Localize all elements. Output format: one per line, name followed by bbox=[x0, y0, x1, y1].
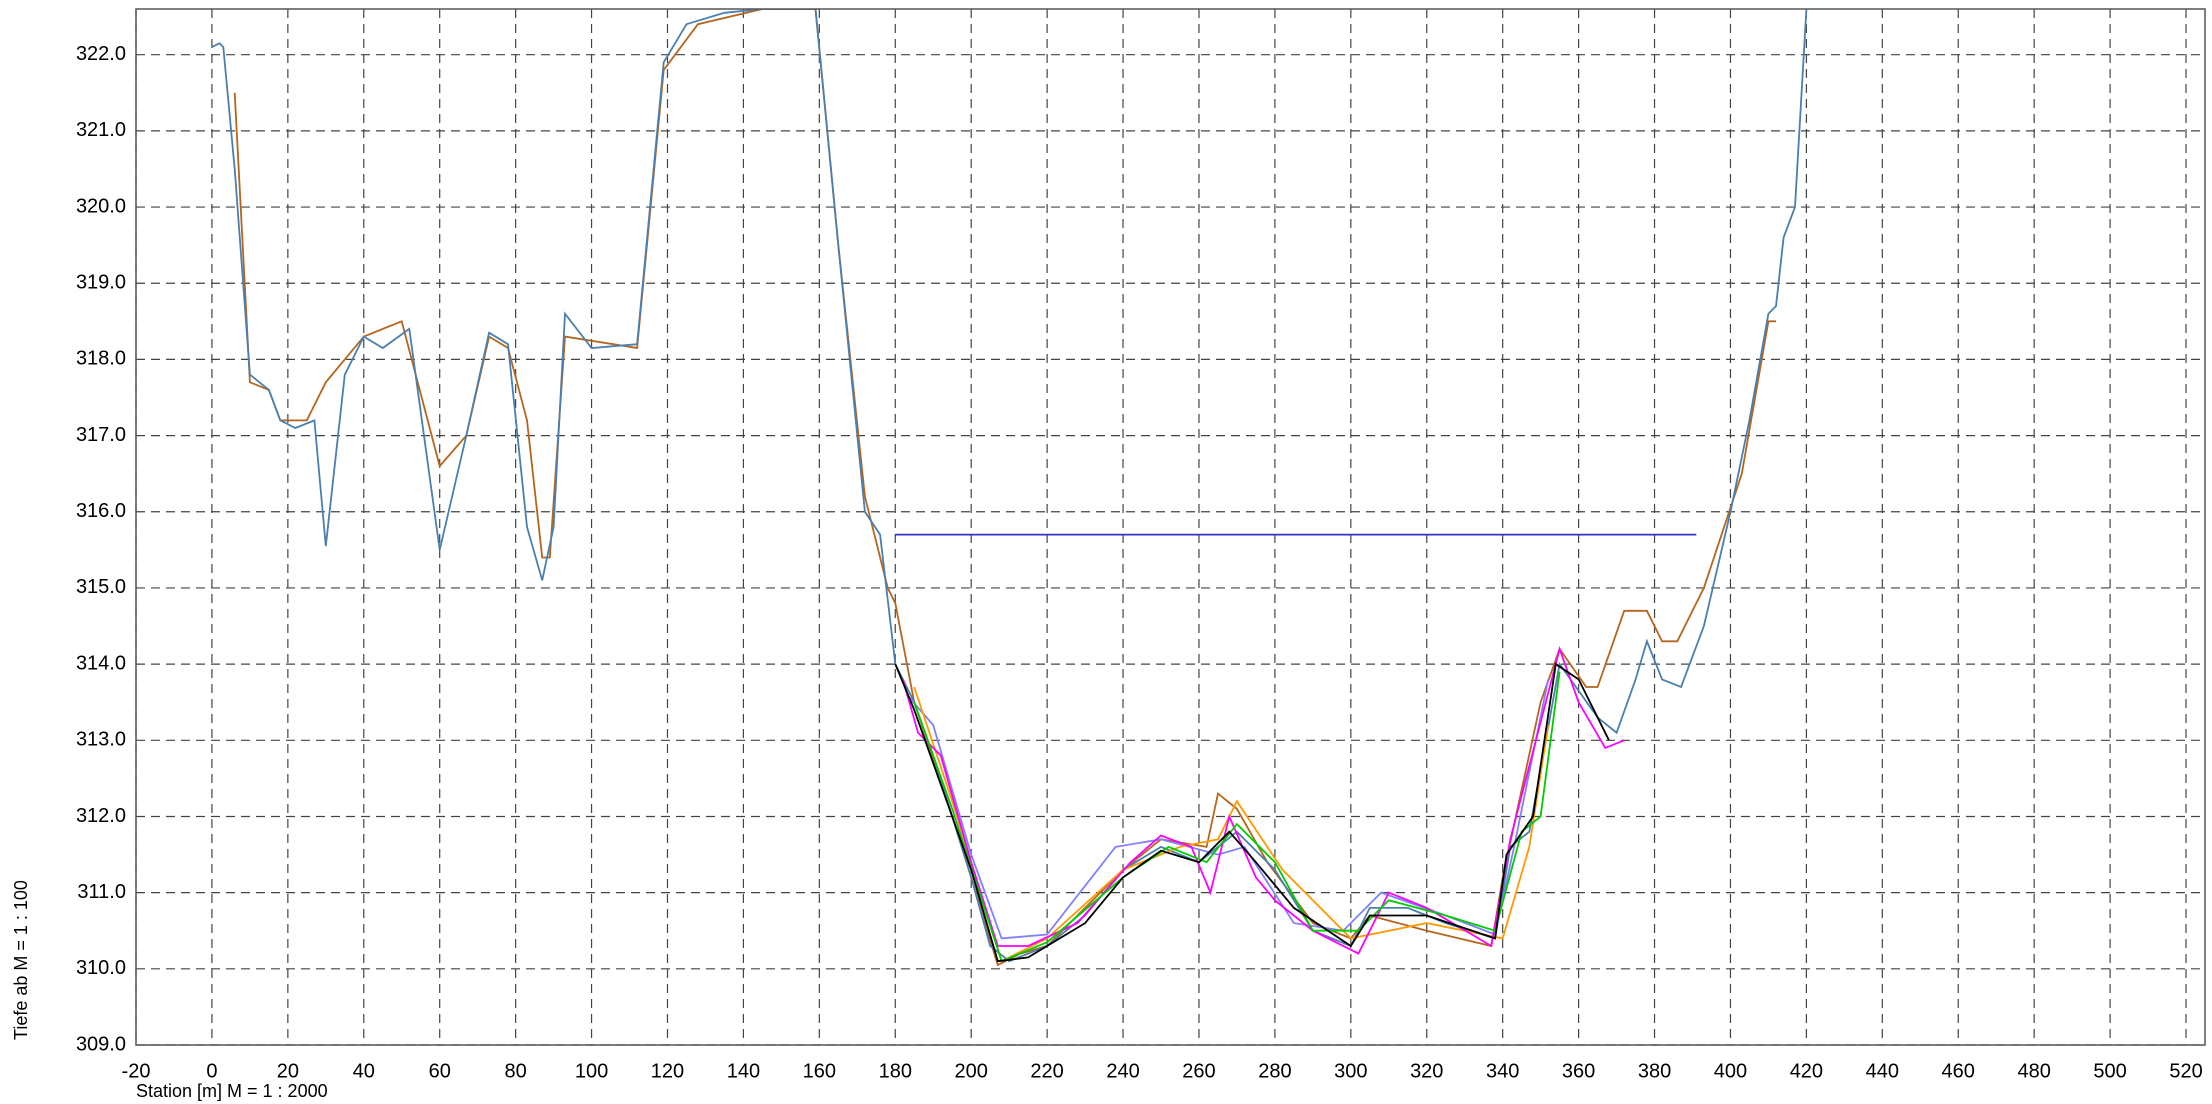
x-tick-label: 160 bbox=[803, 1060, 836, 1082]
x-tick-label: 100 bbox=[575, 1060, 608, 1082]
profile-line bbox=[233, 9, 1776, 967]
x-tick-label: 520 bbox=[2169, 1060, 2202, 1082]
x-tick-label: 180 bbox=[879, 1060, 912, 1082]
x-tick-label: 360 bbox=[1562, 1060, 1595, 1082]
x-tick-label: 300 bbox=[1334, 1060, 1367, 1082]
x-tick-label: 220 bbox=[1030, 1060, 1063, 1082]
x-tick-label: 320 bbox=[1410, 1060, 1443, 1082]
plot-frame bbox=[135, 8, 2206, 1046]
x-tick-label: 420 bbox=[1790, 1060, 1823, 1082]
y-tick-label: 312.0 bbox=[76, 805, 126, 827]
y-tick-label: 315.0 bbox=[76, 576, 126, 598]
y-tick-label: 310.0 bbox=[76, 957, 126, 979]
x-tick-label: 140 bbox=[727, 1060, 760, 1082]
x-tick-label: 280 bbox=[1258, 1060, 1291, 1082]
x-tick-label: 400 bbox=[1714, 1060, 1747, 1082]
profile-line bbox=[894, 662, 1610, 963]
y-tick-label: 320.0 bbox=[76, 195, 126, 217]
x-tick-label: 340 bbox=[1486, 1060, 1519, 1082]
y-tick-label: 309.0 bbox=[76, 1033, 126, 1055]
y-tick-label: 311.0 bbox=[77, 881, 126, 903]
x-tick-label: 260 bbox=[1182, 1060, 1215, 1082]
y-tick-label: 322.0 bbox=[76, 43, 126, 65]
y-axis-label: Tiefe ab M = 1 : 100 bbox=[11, 880, 31, 1040]
x-tick-label: 480 bbox=[2017, 1060, 2050, 1082]
x-tick-label: 200 bbox=[955, 1060, 988, 1082]
profile-line bbox=[902, 645, 1625, 955]
y-tick-label: 321.0 bbox=[76, 119, 126, 141]
x-tick-label: 240 bbox=[1106, 1060, 1139, 1082]
y-tick-label: 316.0 bbox=[76, 500, 126, 522]
x-tick-label: 20 bbox=[277, 1060, 299, 1082]
x-tick-label: 500 bbox=[2093, 1060, 2126, 1082]
x-tick-label: 440 bbox=[1866, 1060, 1899, 1082]
profile-line bbox=[211, 9, 1808, 963]
profile-line bbox=[913, 671, 1561, 963]
x-tick-label: 460 bbox=[1942, 1060, 1975, 1082]
y-tick-label: 319.0 bbox=[76, 272, 126, 294]
y-tick-label: 313.0 bbox=[76, 729, 126, 751]
x-axis-label: Station [m] M = 1 : 2000 bbox=[136, 1081, 328, 1101]
y-tick-label: 318.0 bbox=[76, 348, 126, 370]
profile-line bbox=[906, 679, 1550, 940]
y-tick-label: 317.0 bbox=[76, 424, 126, 446]
x-tick-label: 40 bbox=[353, 1060, 375, 1082]
x-tick-label: 120 bbox=[651, 1060, 684, 1082]
y-tick-label: 314.0 bbox=[76, 652, 126, 674]
x-tick-label: 60 bbox=[429, 1060, 451, 1082]
x-tick-label: 380 bbox=[1638, 1060, 1671, 1082]
x-tick-label: 80 bbox=[505, 1060, 527, 1082]
profile-line bbox=[913, 686, 1550, 963]
x-tick-label: 0 bbox=[206, 1060, 217, 1082]
x-tick-label: -20 bbox=[122, 1060, 151, 1082]
